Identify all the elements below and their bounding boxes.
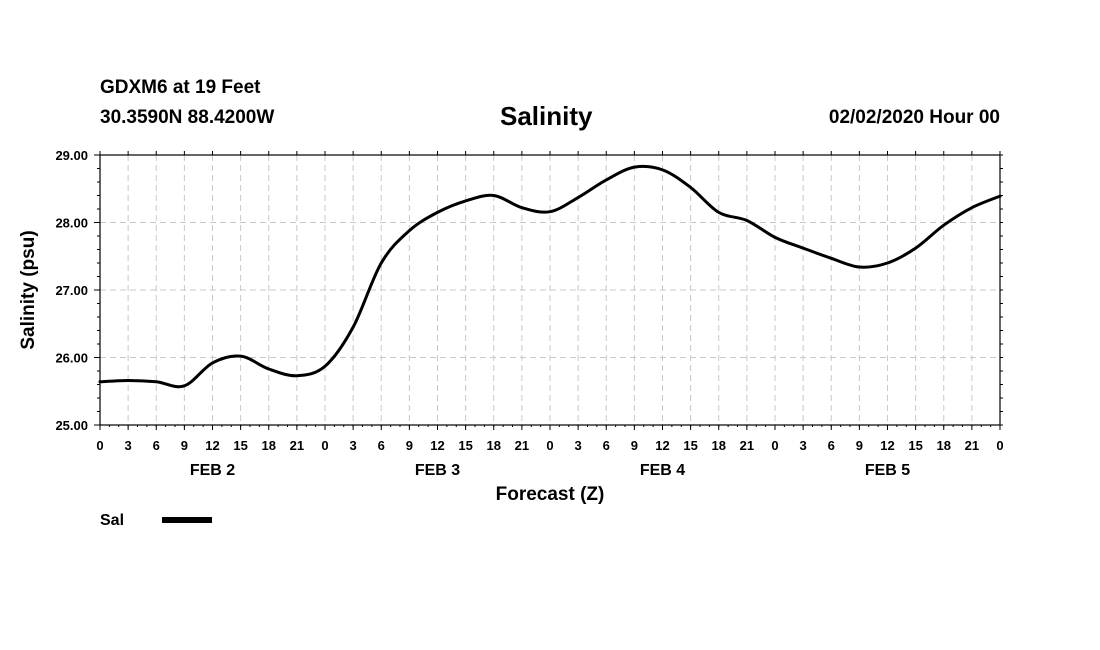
y-tick-label: 27.00 — [55, 283, 88, 298]
x-tick-label: 21 — [965, 438, 979, 453]
y-tick-label: 28.00 — [55, 216, 88, 231]
data-point — [436, 211, 439, 214]
plot-frame — [99, 154, 1001, 426]
x-tick-label: 6 — [378, 438, 385, 453]
data-point — [746, 219, 748, 222]
data-point — [549, 210, 551, 213]
data-point — [605, 179, 608, 181]
data-point — [661, 169, 664, 171]
data-point — [408, 229, 411, 232]
x-tick-label: 18 — [937, 438, 951, 453]
x-tick-label: 21 — [740, 438, 754, 453]
x-tick-label: 3 — [800, 438, 807, 453]
data-point — [858, 266, 861, 268]
data-point — [127, 379, 129, 382]
x-tick-label: 6 — [603, 438, 610, 453]
data-point — [830, 257, 833, 260]
data-point — [183, 385, 186, 387]
x-tick-label: 9 — [856, 438, 863, 453]
day-label: FEB 3 — [415, 462, 460, 479]
x-tick-label: 15 — [233, 438, 247, 453]
data-point — [633, 166, 636, 168]
data-point — [689, 186, 692, 189]
data-point — [774, 236, 776, 239]
issued-time-label: 02/02/2020 Hour 00 — [828, 107, 1000, 128]
data-point — [802, 247, 804, 249]
data-point — [324, 365, 326, 368]
x-tick-label: 0 — [771, 438, 778, 453]
x-tick-label: 9 — [181, 438, 188, 453]
data-point — [942, 224, 945, 226]
x-tick-label: 15 — [683, 438, 697, 453]
x-tick-label: 6 — [153, 438, 160, 453]
data-point — [971, 206, 973, 209]
day-label: FEB 4 — [640, 462, 685, 479]
x-tick-label: 9 — [406, 438, 413, 453]
coordinates-label: 30.3590N 88.4200W — [100, 107, 275, 128]
x-tick-label: 3 — [125, 438, 132, 453]
x-tick-label: 0 — [321, 438, 328, 453]
x-tick-label: 21 — [515, 438, 529, 453]
data-point — [492, 194, 495, 197]
day-label: FEB 5 — [865, 462, 910, 479]
data-point — [577, 196, 579, 199]
x-tick-label: 15 — [908, 438, 922, 453]
x-tick-label: 3 — [575, 438, 582, 453]
x-tick-label: 12 — [655, 438, 669, 453]
data-point — [914, 247, 917, 249]
data-point — [521, 206, 523, 209]
x-tick-label: 6 — [828, 438, 835, 453]
x-tick-label: 9 — [631, 438, 638, 453]
x-axis-title: Forecast (Z) — [496, 484, 605, 505]
data-point — [717, 211, 720, 214]
x-tick-label: 18 — [487, 438, 501, 453]
x-tick-label: 12 — [205, 438, 219, 453]
data-point — [239, 355, 242, 357]
data-point — [999, 195, 1001, 197]
day-label: FEB 2 — [190, 462, 235, 479]
x-tick-label: 15 — [458, 438, 472, 453]
y-tick-label: 25.00 — [55, 418, 88, 433]
data-point — [211, 362, 214, 364]
data-point — [380, 262, 383, 264]
data-point — [464, 200, 467, 202]
data-point — [99, 381, 101, 383]
x-tick-label: 0 — [996, 438, 1003, 453]
chart-title: Salinity — [500, 101, 593, 131]
x-tick-label: 12 — [430, 438, 444, 453]
x-tick-label: 3 — [350, 438, 357, 453]
legend-label: Sal — [100, 512, 124, 529]
data-point — [352, 326, 354, 328]
data-point — [886, 262, 889, 264]
x-tick-label: 0 — [546, 438, 553, 453]
x-tick-label: 18 — [262, 438, 276, 453]
data-point — [296, 374, 298, 377]
y-tick-label: 26.00 — [55, 351, 88, 366]
y-axis-title: Salinity (psu) — [18, 230, 39, 349]
data-point — [267, 368, 270, 370]
x-tick-label: 21 — [290, 438, 304, 453]
x-tick-label: 0 — [96, 438, 103, 453]
data-point — [155, 381, 158, 383]
station-label: GDXM6 at 19 Feet — [100, 77, 261, 98]
x-tick-label: 18 — [712, 438, 726, 453]
x-tick-label: 12 — [880, 438, 894, 453]
y-tick-label: 29.00 — [55, 148, 88, 163]
